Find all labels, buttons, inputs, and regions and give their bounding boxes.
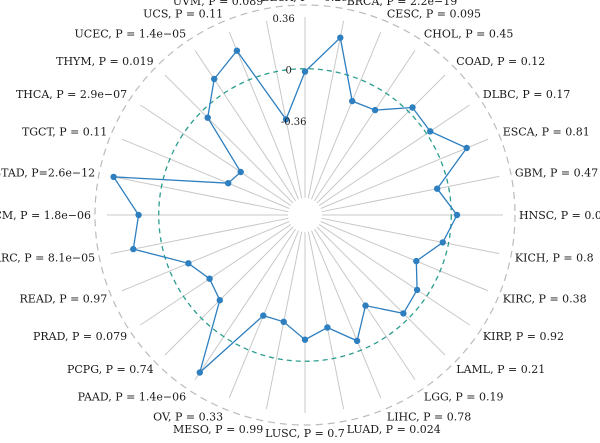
spoke-thca	[140, 104, 292, 206]
point-dlbc	[427, 128, 434, 135]
spoke-pcpg	[164, 226, 294, 356]
point-kirp	[413, 286, 421, 294]
label-esca: ESCA, P = 0.81	[503, 126, 590, 139]
spoke-read	[121, 221, 290, 292]
label-prad: PRAD, P = 0.079	[33, 330, 127, 343]
spoke-lihc	[311, 230, 382, 399]
label-blca: BLCA, P = 0.29	[262, 0, 349, 4]
point-tgct	[225, 180, 232, 187]
label-kirp: KIRP, P = 0.92	[483, 330, 564, 343]
spoke-chol	[314, 50, 416, 202]
label-gbm: GBM, P = 0.47	[515, 167, 598, 180]
label-hnsc: HNSC, P = 0.025	[519, 209, 600, 222]
point-uvm	[282, 116, 290, 123]
point-paad	[196, 369, 203, 376]
point-skcm	[135, 211, 142, 219]
spoke-cesc	[311, 31, 382, 200]
spoke-stad	[110, 175, 289, 213]
label-skcm: SKCM, P = 1.8e−06	[0, 209, 91, 222]
spoke-tgct	[121, 138, 290, 209]
point-laml	[400, 310, 407, 317]
label-cesc: CESC, P = 0.095	[387, 8, 481, 21]
spoke-paad	[194, 228, 296, 380]
label-thym: THYM, P = 0.019	[56, 55, 154, 68]
spoke-prad	[140, 224, 292, 326]
label-luad: LUAD, P = 0.024	[347, 423, 441, 436]
point-pcpg	[216, 297, 223, 304]
label-lusc: LUSC, P = 0.7	[265, 427, 345, 440]
point-prad	[206, 275, 213, 282]
spoke-sarc	[110, 217, 289, 255]
spoke-uvm	[265, 20, 303, 199]
point-kirc	[413, 257, 420, 265]
label-tgct: TGCT, P = 0.11	[22, 126, 107, 139]
outer-ring	[94, 4, 516, 426]
point-sarc	[130, 245, 137, 253]
label-meso: MESO, P = 0.99	[173, 423, 263, 436]
label-ov: OV, P = 0.33	[153, 410, 223, 423]
spoke-kirc	[320, 221, 489, 292]
point-gbm	[434, 185, 441, 192]
label-lihc: LIHC, P = 0.78	[387, 410, 471, 423]
point-thym	[204, 114, 211, 121]
spoke-luad	[307, 231, 345, 410]
point-stad	[110, 173, 117, 181]
label-chol: CHOL, P = 0.45	[424, 28, 513, 41]
spoke-laml	[316, 226, 446, 356]
label-brca: BRCA, P = 2.2e−19	[347, 0, 458, 8]
point-lgg	[362, 302, 369, 309]
point-brca	[337, 34, 344, 41]
point-chol	[371, 106, 379, 114]
label-ucs: UCS, P = 0.11	[143, 8, 223, 21]
tick-labels: 0.36 0 -0.36	[272, 14, 306, 128]
point-ucec	[211, 75, 218, 83]
point-ov	[260, 312, 267, 319]
label-coad: COAD, P = 0.12	[456, 55, 545, 68]
point-meso	[280, 318, 287, 325]
point-lihc	[353, 337, 361, 345]
label-sarc: SARC, P = 8.1e−05	[0, 252, 95, 265]
spoke-gbm	[321, 175, 500, 213]
label-thca: THCA, P = 2.9e−07	[16, 88, 127, 101]
point-hnsc	[453, 211, 461, 219]
data-points	[110, 34, 470, 376]
spoke-brca	[307, 20, 345, 199]
label-pcpg: PCPG, P = 0.74	[67, 363, 154, 376]
point-ucs	[233, 47, 241, 54]
tick-label: 0	[286, 65, 292, 76]
spoke-dlbc	[318, 104, 470, 206]
spoke-esca	[320, 138, 489, 209]
label-dlbc: DLBC, P = 0.17	[483, 88, 571, 101]
spoke-ucec	[194, 50, 296, 202]
label-stad: STAD, P=2.6e−12	[0, 167, 95, 180]
point-read	[185, 260, 192, 267]
point-cesc	[349, 97, 356, 105]
radar-spokes	[107, 17, 503, 413]
point-blca	[301, 68, 309, 75]
label-paad: PAAD, P = 1.4e−06	[78, 390, 187, 403]
point-kich	[439, 239, 446, 246]
spoke-kich	[321, 217, 500, 255]
label-laml: LAML, P = 0.21	[456, 363, 545, 376]
tick-label: 0.36	[272, 14, 294, 25]
point-esca	[463, 144, 470, 152]
label-kirc: KIRC, P = 0.38	[503, 292, 587, 305]
spoke-thym	[164, 74, 294, 204]
spoke-coad	[316, 74, 446, 204]
label-ucec: UCEC, P = 1.4e−05	[75, 28, 187, 41]
point-thca	[237, 168, 244, 176]
tick-label: -0.36	[281, 117, 307, 128]
spoke-kirp	[318, 224, 470, 326]
spoke-ucs	[228, 31, 299, 200]
point-lusc	[301, 336, 309, 343]
label-kich: KICH, P = 0.8	[515, 252, 594, 265]
point-coad	[409, 104, 416, 111]
label-lgg: LGG, P = 0.19	[424, 390, 504, 403]
label-uvm: UVM, P = 0.089	[173, 0, 264, 8]
label-read: READ, P = 0.97	[20, 292, 108, 305]
zero-ring	[158, 68, 452, 362]
point-luad	[324, 324, 331, 331]
